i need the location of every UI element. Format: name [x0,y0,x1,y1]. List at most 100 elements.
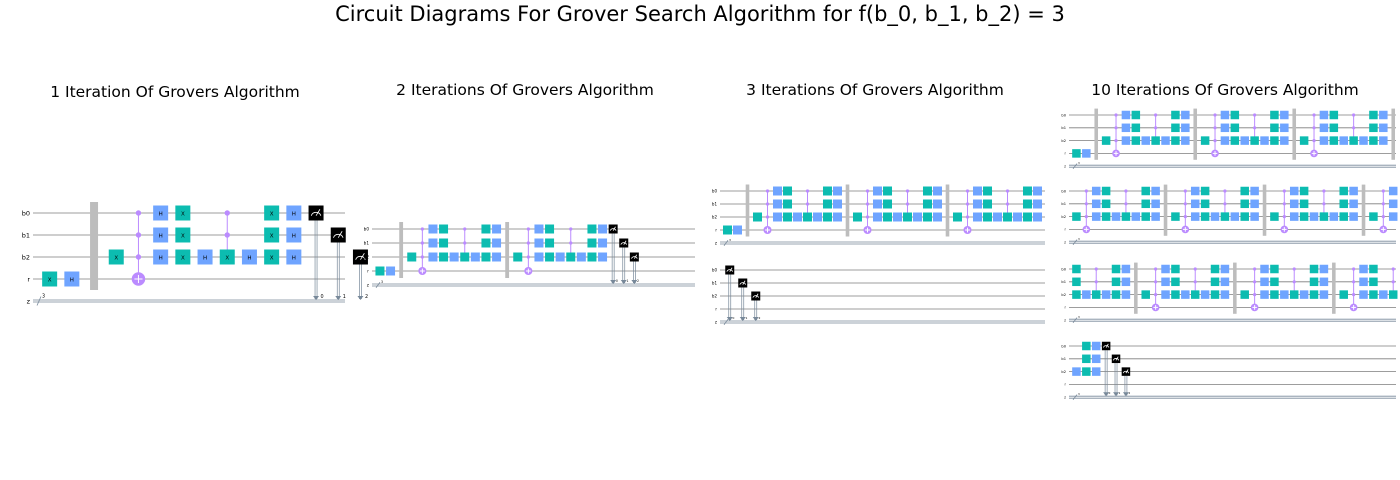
wire-label-b0: b0 [712,188,718,193]
control-dot [1183,215,1187,219]
control-dot [865,215,870,219]
x-gate [587,238,597,248]
wire-label-b2: b2 [1061,215,1066,219]
x-gate [883,212,892,222]
x-gate [1151,136,1160,145]
x-gate [587,252,597,262]
wire-label-b1: b1 [1061,126,1066,130]
hadamard-gate [1033,199,1042,209]
x-gate [1171,123,1180,133]
x-gate [407,252,417,262]
hadamard-gate [1220,110,1230,120]
hadamard-gate [241,249,257,265]
barrier [1163,184,1168,236]
hadamard-gate [1280,136,1289,145]
hadamard-gate [1190,199,1200,209]
hadamard-gate [1289,212,1299,221]
control-dot [1292,280,1296,284]
hadamard-gate [1329,212,1339,221]
control-dot [224,232,230,238]
x-gate-label: X [225,255,229,261]
x-gate [1111,290,1121,299]
x-gate [545,238,555,248]
hadamard-gate [1260,264,1269,274]
x-gate [219,249,235,265]
meter-needle [623,240,627,245]
x-gate [1339,212,1348,221]
measure-arrow [620,280,627,284]
wire-label-b2: b2 [1061,370,1066,374]
x-gate [264,227,280,243]
hadamard-gate-label: H [292,211,296,217]
x-gate [1141,199,1150,209]
control-dot [1114,113,1118,117]
x-gate [823,199,832,209]
x-gate [1082,367,1091,376]
hadamard-gate [1388,199,1398,209]
hadamard-gate [793,212,802,222]
barrier [945,184,950,237]
hadamard-gate [1161,136,1170,145]
hadamard-gate [1388,212,1398,221]
x-gate [1270,290,1279,299]
hadamard-gate [1091,354,1101,364]
wire-label-b2: b2 [712,293,718,298]
x-gate [1299,186,1309,196]
x-gate [1369,136,1378,145]
meter-needle [1105,343,1109,348]
x-gate [513,252,523,262]
classical-bit-count: 3 [381,280,383,284]
hadamard-gate [1072,367,1081,376]
x-gate [1289,290,1299,299]
x-gate [1299,212,1309,221]
control-dot [1312,139,1316,143]
circuit-segment: b0 b1 b2 r z 3 [712,184,1045,246]
x-gate [823,186,832,196]
x-gate [1171,277,1180,287]
hadamard-gate [1388,186,1398,196]
hadamard-gate [1379,290,1388,299]
wire-label-b2: b2 [1061,293,1066,297]
x-gate [1369,123,1378,133]
hadamard-gate [1230,212,1240,221]
control-dot [1183,189,1187,193]
hadamard-gate [1091,199,1101,209]
x-gate [1171,136,1180,145]
hadamard-gate [1260,136,1269,145]
control-dot [463,227,467,231]
hadamard-gate [1280,290,1289,299]
x-gate [1200,199,1210,209]
measure-index: 1 [745,316,747,320]
hadamard-gate [286,249,302,265]
x-gate [108,249,124,265]
x-gate [481,252,491,262]
measure-index: 2 [758,316,760,320]
x-gate [1329,110,1339,120]
classical-bit-count: 3 [42,293,45,299]
wire-label-b0: b0 [712,267,718,272]
wire-label-b1: b1 [22,231,30,239]
control-dot [765,215,770,219]
hadamard-gate [1289,199,1299,209]
classical-bus-slash [1072,239,1078,245]
hadamard-gate [1319,277,1329,287]
hadamard-gate [1151,212,1160,221]
control-dot [1312,126,1316,130]
hadamard-gate [1260,290,1269,299]
hadamard-gate [1190,212,1200,221]
hadamard-gate [555,252,565,262]
x-gate [1141,186,1150,196]
barrier [1391,108,1396,160]
measure-arrow [610,280,617,284]
x-gate [375,266,385,276]
x-gate [1111,264,1121,274]
control-dot [1213,126,1217,130]
x-gate [1111,277,1121,287]
control-dot [905,189,910,193]
hadamard-gate [1250,212,1259,221]
panel-title-3-iterations: 3 Iterations Of Grovers Algorithm [746,81,1004,99]
hadamard-gate-label: H [247,255,251,261]
hadamard-gate [1359,136,1368,145]
hadamard-gate [1033,212,1042,222]
